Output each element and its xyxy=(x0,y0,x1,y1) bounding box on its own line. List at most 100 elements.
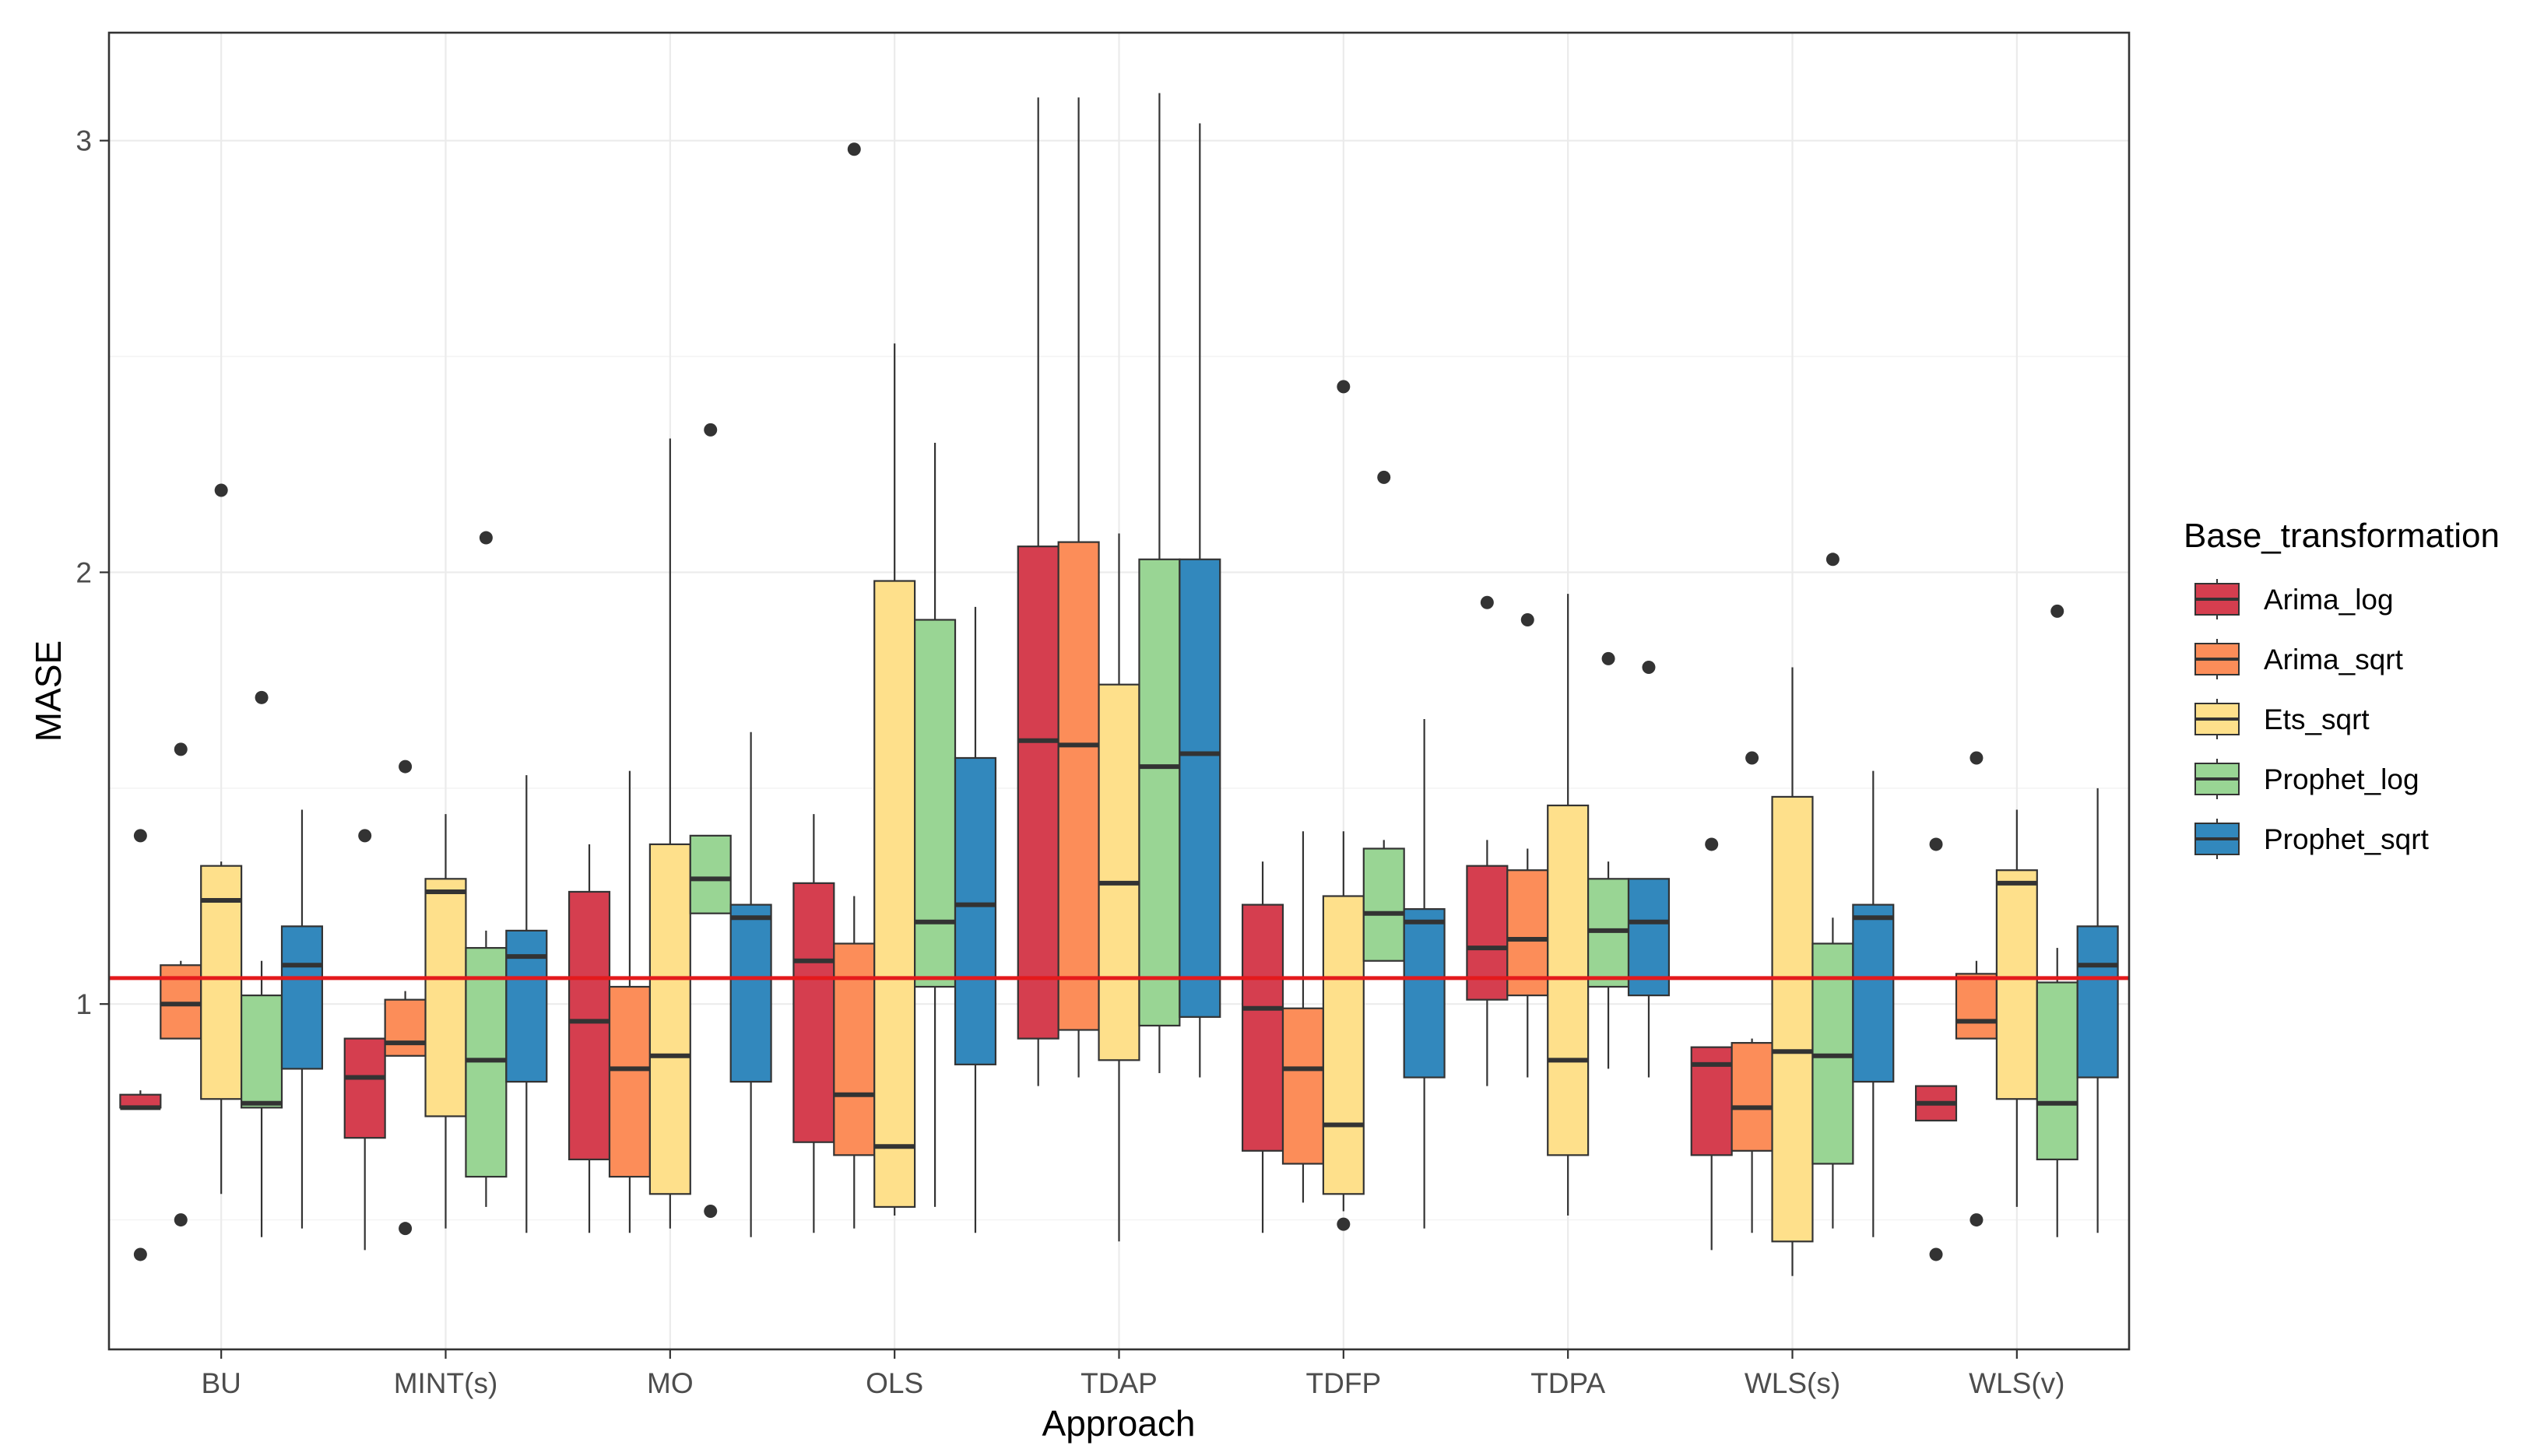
legend-item-Arima_sqrt: Arima_sqrt xyxy=(2194,639,2404,679)
box-Arima_sqrt-MO xyxy=(608,770,651,1233)
outlier-point xyxy=(1745,751,1759,765)
box-Ets_sqrt-TDFP xyxy=(1322,380,1365,1231)
box-body xyxy=(1322,895,1365,1195)
box-Ets_sqrt-BU xyxy=(200,483,243,1195)
box-body xyxy=(648,843,691,1195)
legend-item-Ets_sqrt: Ets_sqrt xyxy=(2194,699,2370,739)
box-Prophet_log-BU xyxy=(241,690,283,1237)
box-body xyxy=(1138,558,1181,1027)
box-body xyxy=(1241,903,1284,1152)
outlier-point xyxy=(1825,553,1840,567)
legend-label: Prophet_sqrt xyxy=(2264,823,2430,855)
box-Prophet_log-MO xyxy=(689,423,732,1218)
box-body xyxy=(729,903,772,1083)
box-Prophet_sqrt-TDFP xyxy=(1403,719,1446,1229)
x-tick-label: MO xyxy=(647,1367,694,1399)
legend-item-Prophet_log: Prophet_log xyxy=(2194,759,2419,799)
outlier-point xyxy=(1970,1213,1984,1227)
legend-label: Arima_sqrt xyxy=(2264,644,2404,675)
outlier-point xyxy=(1642,660,1656,674)
box-body xyxy=(1852,903,1895,1083)
box-Prophet_sqrt-WLS(v) xyxy=(2076,788,2119,1233)
axes-layer: 1 2 3 BU MINT(s) MO OLS TDAP TDFP TDPA WLS(s) WLS(v… xyxy=(76,125,2064,1399)
outlier-point xyxy=(2050,604,2064,618)
box-body xyxy=(1506,869,1549,997)
box-Arima_sqrt-MINT(s) xyxy=(384,760,427,1236)
y-tick-label: 2 xyxy=(76,556,92,588)
outlier-point xyxy=(1929,1247,1943,1261)
x-tick-label: BU xyxy=(201,1367,241,1399)
box-body xyxy=(1017,546,1059,1040)
box-body xyxy=(608,985,651,1178)
x-tick-label: WLS(s) xyxy=(1745,1367,1840,1399)
box-Arima_sqrt-TDPA xyxy=(1506,612,1549,1078)
box-Ets_sqrt-MO xyxy=(648,438,691,1229)
box-body xyxy=(1955,973,1998,1040)
box-Ets_sqrt-TDAP xyxy=(1098,533,1140,1242)
box-body xyxy=(505,929,548,1083)
outlier-point xyxy=(704,423,718,437)
box-body xyxy=(567,890,611,1161)
outlier-point xyxy=(1337,380,1351,394)
box-Arima_log-MINT(s) xyxy=(343,829,386,1251)
box-body xyxy=(1731,1042,1773,1152)
outlier-point xyxy=(133,1247,147,1261)
box-body xyxy=(1281,1007,1324,1165)
box-Prophet_log-MINT(s) xyxy=(465,531,508,1207)
outlier-point xyxy=(479,531,493,545)
box-Ets_sqrt-TDPA xyxy=(1547,594,1590,1216)
box-body xyxy=(689,834,732,914)
outlier-point xyxy=(399,1222,413,1236)
box-Prophet_sqrt-OLS xyxy=(954,606,997,1233)
outlier-point xyxy=(133,829,147,843)
box-body xyxy=(1403,908,1446,1079)
box-body xyxy=(424,878,467,1117)
box-body xyxy=(2036,981,2078,1161)
box-body xyxy=(1179,558,1221,1018)
box-Prophet_sqrt-MO xyxy=(729,732,772,1237)
legend: Base_transformation Arima_log Arima_sqrt E… xyxy=(2184,517,2500,859)
box-body xyxy=(1995,869,2038,1100)
box-body xyxy=(1098,683,1140,1061)
outlier-point xyxy=(358,829,372,843)
box-Prophet_sqrt-TDPA xyxy=(1627,660,1671,1078)
outlier-point xyxy=(1377,470,1391,484)
outlier-point xyxy=(1929,837,1943,851)
outlier-point xyxy=(1337,1217,1351,1231)
box-Arima_log-WLS(v) xyxy=(1914,837,1958,1261)
x-tick-label: TDFP xyxy=(1306,1367,1382,1399)
x-tick-label: TDPA xyxy=(1530,1367,1605,1399)
x-tick-label: TDAP xyxy=(1081,1367,1158,1399)
box-body xyxy=(280,925,324,1070)
box-Prophet_log-TDAP xyxy=(1138,93,1181,1073)
x-tick-label: MINT(s) xyxy=(394,1367,498,1399)
legend-item-Arima_log: Arima_log xyxy=(2194,579,2394,619)
box-Arima_log-BU xyxy=(119,829,162,1261)
box-body xyxy=(241,995,283,1109)
box-body xyxy=(1547,804,1590,1156)
legend-label: Ets_sqrt xyxy=(2264,703,2370,735)
box-Ets_sqrt-MINT(s) xyxy=(424,814,467,1229)
box-Arima_log-MO xyxy=(567,844,611,1233)
box-Arima_log-TDFP xyxy=(1241,861,1284,1233)
box-Arima_sqrt-WLS(v) xyxy=(1955,751,1998,1227)
box-Prophet_log-TDPA xyxy=(1587,651,1630,1069)
x-axis-title: Approach xyxy=(1042,1403,1196,1444)
box-Prophet_sqrt-MINT(s) xyxy=(505,775,548,1233)
outlier-point xyxy=(1705,837,1719,851)
box-Prophet_sqrt-WLS(s) xyxy=(1852,770,1895,1237)
box-Arima_log-TDAP xyxy=(1017,97,1059,1086)
box-Prophet_sqrt-TDAP xyxy=(1179,123,1221,1078)
box-Arima_sqrt-WLS(s) xyxy=(1731,751,1773,1233)
box-Ets_sqrt-WLS(s) xyxy=(1771,667,1814,1276)
y-tick-label: 3 xyxy=(76,125,92,157)
box-Arima_log-OLS xyxy=(792,814,835,1233)
box-Arima_log-WLS(s) xyxy=(1690,837,1733,1251)
box-body xyxy=(833,942,876,1156)
box-Prophet_log-WLS(v) xyxy=(2036,604,2078,1237)
y-tick-label: 1 xyxy=(76,988,92,1020)
box-body xyxy=(792,882,835,1143)
outlier-point xyxy=(704,1204,718,1218)
box-body xyxy=(343,1037,386,1139)
outlier-point xyxy=(847,142,861,156)
